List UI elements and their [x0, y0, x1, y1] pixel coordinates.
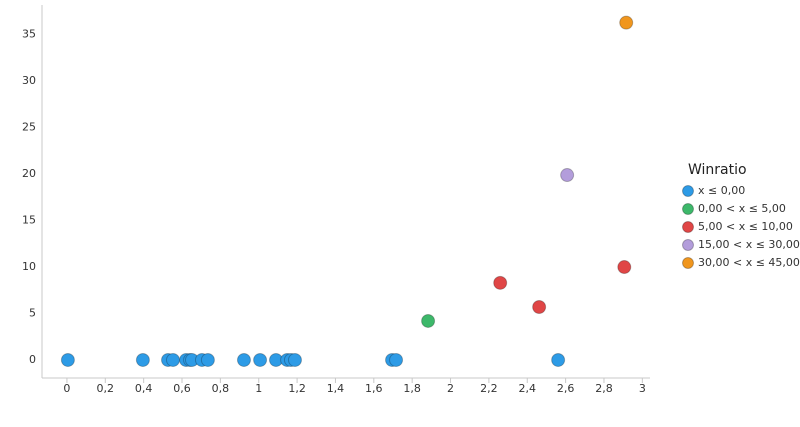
x-tick-label: 2 — [447, 382, 454, 395]
x-tick-label: 0,6 — [173, 382, 191, 395]
y-tick-label: 15 — [22, 214, 36, 227]
legend-swatch — [682, 203, 694, 215]
legend-label: 5,00 < x ≤ 10,00 — [698, 220, 793, 233]
x-tick-label: 2,2 — [480, 382, 498, 395]
point — [619, 15, 634, 30]
y-tick-label: 25 — [22, 121, 36, 134]
x-tick-label: 1,6 — [365, 382, 383, 395]
point — [200, 352, 215, 367]
x-tick-label: 1,2 — [288, 382, 306, 395]
point — [253, 352, 268, 367]
x-tick-label: 1,4 — [327, 382, 345, 395]
legend-label: 0,00 < x ≤ 5,00 — [698, 202, 786, 215]
legend-swatch — [682, 221, 694, 233]
point — [165, 352, 180, 367]
point — [493, 275, 508, 290]
x-tick-label: 2,4 — [518, 382, 536, 395]
legend-label: x ≤ 0,00 — [698, 184, 745, 197]
y-tick-label: 5 — [29, 307, 36, 320]
x-tick-label: 0,4 — [135, 382, 153, 395]
point — [60, 352, 75, 367]
x-tick-label: 2,8 — [595, 382, 613, 395]
x-tick-label: 0,8 — [212, 382, 230, 395]
legend-label: 30,00 < x ≤ 45,00 — [698, 256, 800, 269]
x-tick-label: 1,8 — [403, 382, 421, 395]
point — [287, 352, 302, 367]
legend-label: 15,00 < x ≤ 30,00 — [698, 238, 800, 251]
point — [389, 352, 404, 367]
x-tick-label: 2,6 — [557, 382, 575, 395]
point — [551, 352, 566, 367]
point — [421, 313, 436, 328]
y-tick-label: 0 — [29, 353, 36, 366]
y-tick-label: 10 — [22, 260, 36, 273]
x-tick-label: 1 — [255, 382, 262, 395]
point — [560, 168, 575, 183]
point — [532, 300, 547, 315]
y-tick-label: 35 — [22, 28, 36, 41]
y-tick-label: 30 — [22, 74, 36, 87]
legend-swatch — [682, 257, 694, 269]
point — [135, 352, 150, 367]
x-tick-label: 0,2 — [97, 382, 115, 395]
legend-title: Winratio — [688, 162, 747, 178]
legend-swatch — [682, 185, 694, 197]
legend-swatch — [682, 239, 694, 251]
x-tick-label: 0 — [63, 382, 70, 395]
point — [236, 352, 251, 367]
x-tick-label: 3 — [639, 382, 646, 395]
point — [617, 260, 632, 275]
y-tick-label: 20 — [22, 167, 36, 180]
